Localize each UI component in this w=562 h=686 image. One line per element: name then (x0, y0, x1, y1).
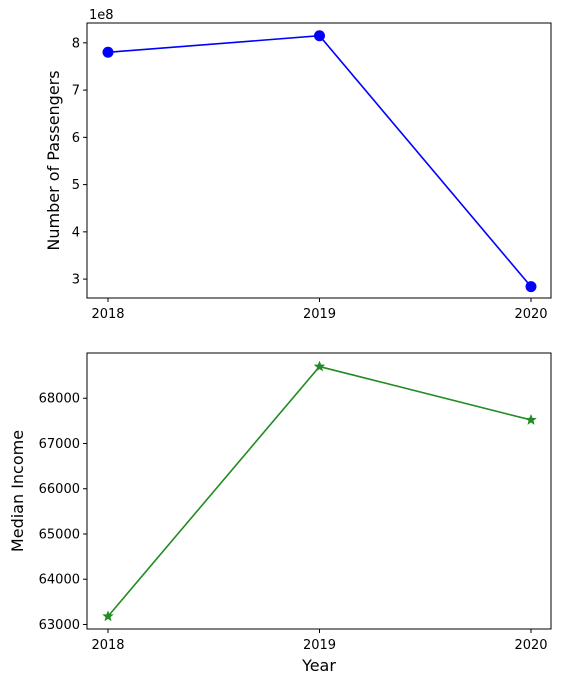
y-tick-label: 5 (72, 178, 80, 193)
y-axis-title: Number of Passengers (44, 70, 63, 250)
x-tick-label: 2018 (91, 307, 124, 322)
y-offset-label: 1e8 (89, 8, 114, 23)
y-tick-label: 4 (72, 225, 80, 240)
y-tick-label: 64000 (39, 573, 80, 588)
data-point (314, 30, 325, 41)
y-tick-label: 3 (72, 273, 80, 288)
y-tick-label: 65000 (39, 527, 80, 542)
y-tick-label: 66000 (39, 482, 80, 497)
y-tick-label: 8 (72, 36, 80, 51)
y-tick-label: 6 (72, 131, 80, 146)
y-tick-label: 67000 (39, 437, 80, 452)
data-point (103, 47, 114, 58)
x-axis-title: Year (301, 656, 336, 675)
y-tick-label: 7 (72, 84, 80, 99)
x-tick-label: 2020 (514, 307, 547, 322)
data-point (526, 281, 537, 292)
y-tick-label: 63000 (39, 618, 80, 633)
x-tick-label: 2019 (303, 638, 336, 653)
x-tick-label: 2019 (303, 307, 336, 322)
x-tick-label: 2018 (91, 638, 124, 653)
y-axis-title: Median Income (8, 430, 27, 552)
y-tick-label: 68000 (39, 392, 80, 407)
x-tick-label: 2020 (514, 638, 547, 653)
